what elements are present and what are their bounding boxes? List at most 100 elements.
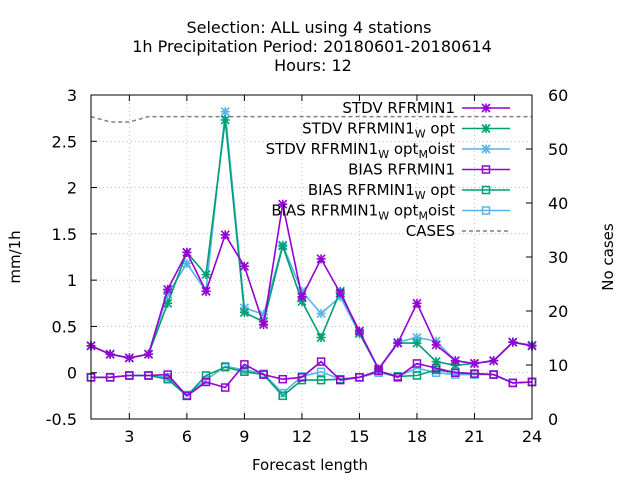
data-point — [143, 349, 154, 359]
data-point — [220, 383, 230, 392]
y-tick-label: 2 — [67, 179, 77, 198]
legend-entry: STDV RFRMIN1W opt — [302, 120, 510, 141]
legend-label: CASES — [406, 222, 455, 240]
data-point — [278, 391, 287, 401]
y2-tick-label: 20 — [548, 302, 568, 321]
legend-entry: CASES — [406, 222, 510, 240]
x-tick-label: 12 — [292, 427, 312, 446]
legend-label-part: STDV RFRMIN1 — [266, 140, 379, 158]
data-point — [144, 371, 153, 380]
data-point — [412, 371, 422, 380]
y-tick-label: 0.5 — [52, 317, 77, 336]
x-tick-label: 24 — [522, 427, 542, 446]
legend-marker — [481, 123, 491, 134]
legend-label-part: oist — [428, 140, 455, 158]
legend-label-part: W — [378, 210, 389, 223]
data-point — [201, 270, 211, 280]
series-line — [91, 360, 533, 397]
y2-tick-label: 0 — [548, 410, 558, 429]
data-point — [220, 107, 230, 117]
data-point — [335, 288, 345, 298]
legend-label: STDV RFRMIN1W opt — [302, 120, 455, 141]
x-tick-label: 3 — [124, 427, 134, 446]
data-point — [316, 254, 326, 264]
ticks: 3 6 9 12 15 18 21 24-0.500.511.522.530102030405… — [46, 86, 569, 446]
data-point — [508, 378, 518, 388]
data-point — [239, 307, 249, 318]
legend-label-part: opt — [389, 202, 418, 220]
series-line — [91, 366, 533, 398]
series-0 — [86, 199, 537, 374]
legend-marker — [481, 144, 491, 154]
chart-title: Selection: ALL using 4 stations 1h Preci… — [132, 18, 492, 75]
legend-label-part: BIAS RFRMIN1 — [308, 181, 415, 199]
y-axis-label: mm/1h — [6, 230, 24, 283]
x-tick-label: 6 — [182, 427, 192, 446]
data-point — [297, 373, 307, 382]
y-tick-label: 2.5 — [52, 132, 77, 151]
data-point — [297, 292, 307, 302]
data-point — [316, 308, 326, 319]
y2-tick-label: 40 — [548, 194, 568, 213]
legend-label-part: BIAS RFRMIN1 — [271, 202, 378, 220]
series-3 — [86, 357, 537, 401]
y-tick-label: 1.5 — [52, 225, 77, 244]
data-point — [278, 199, 288, 209]
x-tick-label: 18 — [407, 427, 427, 446]
legend-entry: BIAS RFRMIN1 — [348, 161, 510, 179]
legend-label-part: BIAS RFRMIN1 — [348, 161, 455, 179]
data-point — [431, 357, 441, 367]
data-point — [105, 349, 115, 359]
data-point — [470, 369, 479, 378]
data-point — [201, 377, 211, 387]
legend-label-part: M — [418, 148, 428, 161]
y-tick-label: 1 — [67, 271, 77, 290]
legend-label: STDV RFRMIN1W optMoist — [266, 140, 456, 161]
legend-label-part: opt — [426, 181, 455, 199]
data-point — [508, 337, 518, 347]
data-point — [124, 353, 134, 363]
data-point — [163, 370, 172, 379]
legend-entry: BIAS RFRMIN1W optMoist — [271, 202, 510, 223]
data-point — [316, 332, 326, 343]
data-point — [182, 391, 192, 401]
title-line-1: Selection: ALL using 4 stations — [186, 18, 431, 37]
data-point — [239, 261, 249, 271]
data-point — [316, 375, 326, 385]
legend-marker — [481, 165, 491, 174]
legend-label-part: W — [415, 128, 426, 141]
y2-tick-label: 50 — [548, 140, 568, 159]
data-point — [412, 338, 422, 348]
data-point — [258, 320, 269, 330]
legend-label-part: oist — [428, 202, 455, 220]
data-point — [374, 364, 384, 374]
legend-marker — [481, 206, 491, 215]
data-point — [336, 375, 345, 385]
legend-marker — [481, 103, 491, 113]
legend-label-part: M — [418, 210, 428, 223]
x-tick-label: 9 — [239, 427, 249, 446]
legend-entry: STDV RFRMIN1W optMoist — [266, 140, 510, 161]
x-axis-label: Forecast length — [252, 456, 368, 474]
data-point — [220, 362, 230, 372]
data-point — [412, 298, 422, 308]
title-line-3: Hours: 12 — [274, 56, 352, 75]
data-point — [105, 373, 115, 382]
data-point — [412, 359, 422, 368]
legend-label: BIAS RFRMIN1W opt — [308, 181, 455, 202]
title-line-2: 1h Precipitation Period: 20180601-201806… — [132, 37, 492, 56]
data-point — [489, 356, 499, 366]
data-point — [393, 338, 403, 348]
legend-label: STDV RFRMIN1 — [342, 99, 455, 117]
y-tick-label: 0 — [67, 364, 77, 383]
legend-entry: STDV RFRMIN1 — [342, 99, 510, 117]
series-line — [90, 204, 533, 371]
legend-label: BIAS RFRMIN1 — [348, 161, 455, 179]
data-point — [240, 360, 249, 369]
y-tick-label: -0.5 — [46, 410, 77, 429]
data-point — [450, 356, 460, 366]
y-tick-label: 3 — [67, 86, 77, 105]
data-point — [355, 373, 364, 382]
data-point — [469, 358, 480, 369]
